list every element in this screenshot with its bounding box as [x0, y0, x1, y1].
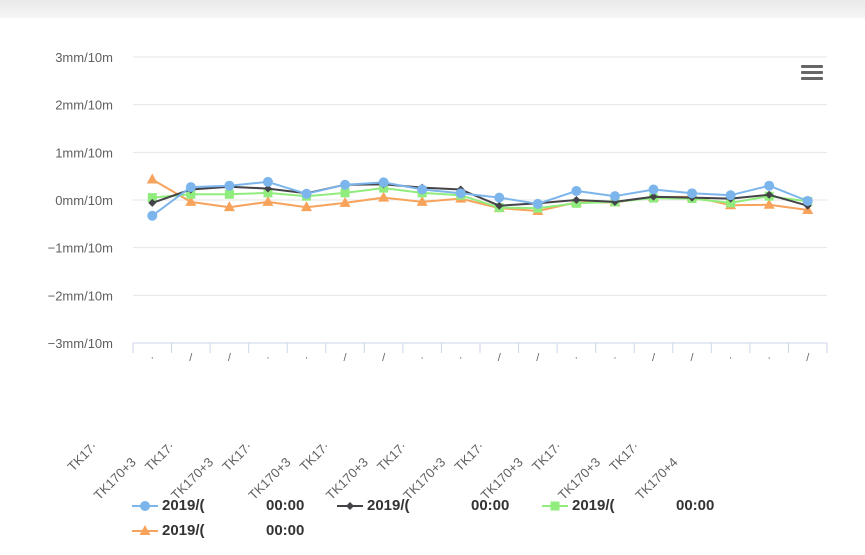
series-line — [152, 187, 808, 210]
legend-symbol-icon — [337, 502, 363, 510]
data-point — [301, 188, 312, 199]
legend-item[interactable]: 2019/( 00:00 — [130, 521, 330, 543]
x-tick-fragment: / — [228, 352, 232, 364]
data-point — [609, 191, 620, 202]
data-point — [765, 190, 774, 199]
data-point — [262, 176, 273, 187]
legend-series-time: 00:00 — [676, 497, 715, 514]
x-tick-label: TK17· — [606, 439, 642, 475]
x-tick-fragment: · — [767, 352, 771, 364]
legend-series-time: 00:00 — [471, 497, 510, 514]
x-tick-fragment: · — [575, 352, 579, 364]
x-tick-fragment: / — [382, 352, 386, 364]
chart-legend: 2019/( 00:00 2019/( 00:00 2019/( 00:00 2019/( 0… — [130, 496, 830, 546]
data-point — [224, 180, 235, 191]
data-point — [416, 195, 428, 206]
data-point — [301, 201, 312, 212]
x-tick-fragment: / — [536, 352, 540, 364]
x-tick-fragment: · — [420, 352, 424, 364]
x-tick-label: TK17· — [297, 439, 333, 475]
x-tick-label: TK17· — [219, 439, 255, 475]
data-point — [223, 201, 235, 212]
legend-item[interactable]: 2019/( 00:00 — [130, 496, 330, 518]
data-point — [146, 173, 158, 184]
x-tick-fragment: / — [344, 352, 348, 364]
data-point — [764, 180, 775, 191]
x-tick-fragment: · — [729, 352, 733, 364]
y-tick-label: 0mm/10m — [55, 193, 113, 208]
data-point — [455, 188, 466, 199]
x-tick-label: TK17· — [374, 439, 410, 475]
legend-item[interactable]: 2019/( 00:00 — [540, 496, 740, 518]
y-tick-label: 1mm/10m — [55, 145, 113, 160]
data-point — [571, 185, 582, 196]
data-point — [263, 184, 272, 193]
y-tick-label: −1mm/10m — [48, 241, 113, 256]
y-tick-label: 2mm/10m — [55, 98, 113, 113]
data-point — [185, 195, 197, 206]
data-point — [648, 184, 659, 195]
data-point — [378, 177, 389, 188]
series-line — [151, 180, 809, 217]
data-point — [725, 190, 736, 201]
data-point — [726, 198, 736, 208]
legend-series-name: 2019/( — [162, 497, 205, 514]
legend-series-time: 00:00 — [266, 497, 305, 514]
x-tick-label: TK17· — [451, 439, 487, 475]
legend-series-name: 2019/( — [572, 497, 615, 514]
x-tick-label: TK17· — [142, 439, 178, 475]
data-point — [572, 196, 581, 204]
x-tick-fragment: · — [305, 352, 309, 364]
legend-symbol-icon — [132, 501, 158, 511]
data-point — [378, 191, 390, 202]
data-point — [417, 184, 428, 195]
data-point — [495, 201, 504, 210]
data-point — [687, 188, 698, 199]
x-tick-label: TK17· — [64, 439, 100, 475]
legend-series-time: 00:00 — [266, 522, 305, 539]
data-point — [532, 198, 543, 209]
data-point — [763, 198, 775, 209]
x-tick-fragment: · — [459, 352, 463, 364]
x-tick-fragment: / — [189, 352, 193, 364]
data-point — [802, 195, 813, 206]
data-point — [340, 179, 351, 190]
data-point — [186, 189, 196, 199]
data-point — [185, 182, 196, 193]
data-point — [649, 192, 658, 201]
data-point — [147, 210, 158, 221]
data-point — [262, 195, 274, 206]
legend-item[interactable]: 2019/( 00:00 — [335, 496, 535, 518]
series-line — [151, 183, 808, 207]
legend-symbol-icon — [132, 525, 158, 535]
y-tick-label: −3mm/10m — [48, 336, 113, 351]
hamburger-menu-icon[interactable] — [799, 62, 825, 84]
x-tick-label: TK17· — [529, 439, 565, 475]
x-tick-fragment: · — [150, 352, 154, 364]
x-tick-fragment: / — [652, 352, 656, 364]
y-tick-label: 3mm/10m — [55, 50, 113, 65]
data-point — [494, 192, 505, 203]
x-tick-fragment: / — [691, 352, 695, 364]
data-point — [340, 188, 350, 198]
x-tick-fragment: / — [498, 352, 502, 364]
x-tick-fragment: · — [613, 352, 617, 364]
legend-symbol-icon — [542, 501, 568, 511]
y-tick-label: −2mm/10m — [48, 288, 113, 303]
legend-series-name: 2019/( — [162, 522, 205, 539]
data-point — [224, 189, 234, 199]
data-point — [339, 196, 351, 207]
data-point — [263, 188, 273, 198]
data-point — [148, 198, 157, 207]
legend-series-name: 2019/( — [367, 497, 410, 514]
x-tick-fragment: · — [266, 352, 270, 364]
x-tick-fragment: / — [806, 352, 810, 364]
data-point — [147, 193, 157, 203]
top-strip — [0, 0, 865, 18]
